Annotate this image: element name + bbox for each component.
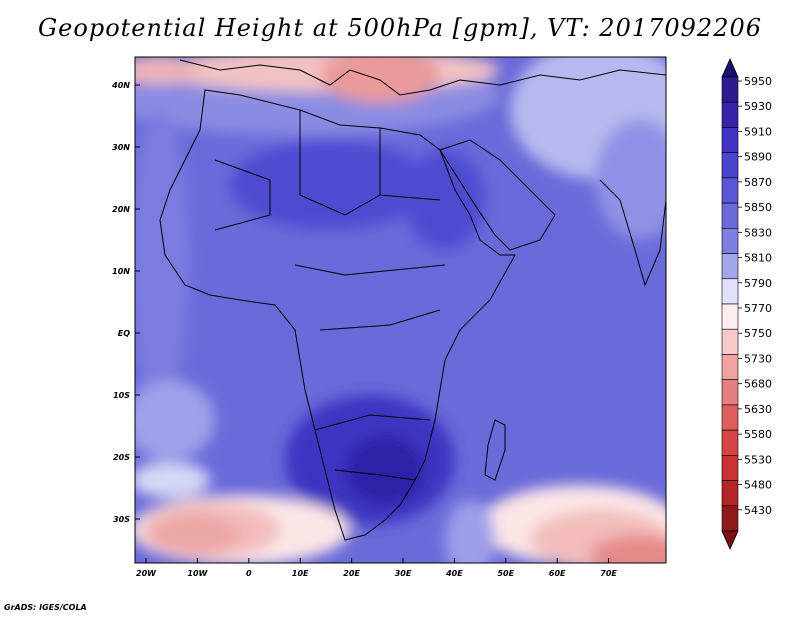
lon-label: 30E xyxy=(395,569,412,578)
plot-frame xyxy=(134,56,667,564)
colorbar-swatch xyxy=(721,354,739,380)
colorbar-swatch xyxy=(721,202,739,229)
longitude-axis: 20W 10W 0 10E 20E 30E 40E 50E 60E 70E xyxy=(136,558,617,578)
colorbar-level-label: 5870 xyxy=(744,176,772,189)
colorbar-swatch xyxy=(721,127,739,153)
lon-label: 60E xyxy=(549,569,566,578)
lat-label: 40N xyxy=(111,81,130,90)
colorbar-level-label: 5810 xyxy=(744,252,772,265)
colorbar-level-label: 5830 xyxy=(744,226,772,239)
colorbar-swatch xyxy=(721,228,739,254)
lon-label: 10W xyxy=(187,569,208,578)
colorbar-level-label: 5630 xyxy=(744,403,772,416)
colorbar-swatch xyxy=(721,278,739,305)
colorbar-swatch xyxy=(721,480,739,507)
lat-label: 30S xyxy=(113,515,130,524)
colorbar-swatch xyxy=(721,505,739,532)
lat-label: 20N xyxy=(112,205,130,214)
colorbar-swatch xyxy=(721,101,739,128)
colorbar-swatch xyxy=(721,404,739,431)
colorbar-level-label: 5480 xyxy=(744,479,772,492)
colorbar-level-label: 5770 xyxy=(744,302,772,315)
height-field xyxy=(135,57,666,563)
colorbar-swatch xyxy=(721,379,739,406)
lon-label: 20E xyxy=(343,569,360,578)
colorbar-swatch xyxy=(721,429,739,456)
colorbar-level-label: 5530 xyxy=(744,453,772,466)
lat-label: 10N xyxy=(112,267,130,276)
colorbar-swatch xyxy=(721,177,739,204)
map-title: Geopotential Height at 500hPa [gpm], VT:… xyxy=(38,14,762,42)
lat-label: 20S xyxy=(113,453,130,462)
colorbar-swatch xyxy=(721,455,739,481)
colorbar-bottom-arrow xyxy=(721,530,739,550)
colorbar-level-label: 5730 xyxy=(744,352,772,365)
footer-credit: GrADS: IGES/COLA xyxy=(4,603,87,612)
colorbar-swatch xyxy=(721,303,739,330)
lon-label: 20W xyxy=(136,569,157,578)
colorbar-level-label: 5890 xyxy=(744,151,772,164)
lon-label: 0 xyxy=(246,569,252,578)
colorbar: 5950 5930 5910 5890 5870 5850 5830 5810 5790 5770… xyxy=(721,58,772,550)
colorbar-swatch xyxy=(721,152,739,179)
lat-label: 10S xyxy=(113,391,130,400)
colorbar-swatch xyxy=(721,253,739,280)
lon-label: 70E xyxy=(600,569,617,578)
lon-label: 50E xyxy=(497,569,514,578)
latitude-axis: 40N 30N 20N 10N EQ 10S 20S 30S xyxy=(111,81,140,524)
colorbar-level-label: 5850 xyxy=(744,201,772,214)
lon-label: 40E xyxy=(445,569,463,578)
colorbar-level-label: 5430 xyxy=(744,504,772,517)
colorbar-level-label: 5910 xyxy=(744,125,772,138)
colorbar-level-label: 5750 xyxy=(744,327,772,340)
coastlines xyxy=(159,59,666,541)
colorbar-swatch xyxy=(721,328,739,355)
colorbar-level-label: 5790 xyxy=(744,277,772,290)
lat-label: EQ xyxy=(118,329,130,338)
colorbar-level-label: 5950 xyxy=(744,75,772,88)
colorbar-level-label: 5930 xyxy=(744,100,772,113)
lat-label: 30N xyxy=(112,143,130,152)
colorbar-swatch xyxy=(721,76,739,103)
colorbar-top-arrow xyxy=(721,58,739,78)
colorbar-level-label: 5680 xyxy=(744,378,772,391)
lon-label: 10E xyxy=(292,569,309,578)
colorbar-level-label: 5580 xyxy=(744,428,772,441)
